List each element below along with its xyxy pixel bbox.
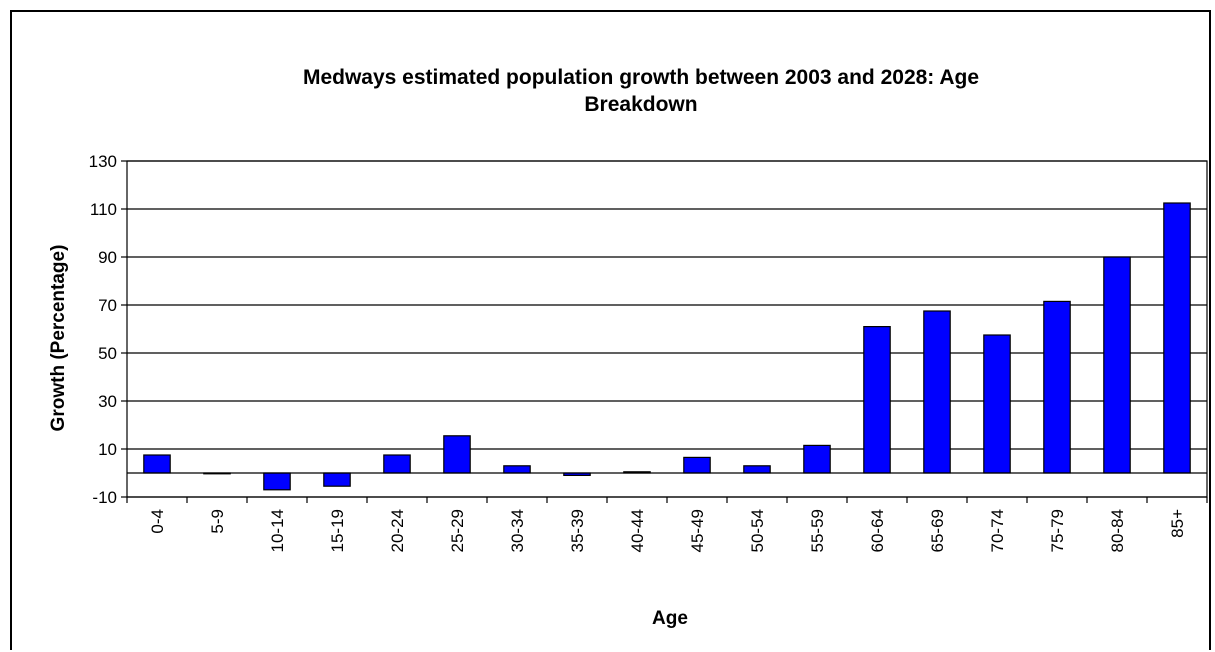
y-tick-labels: -10 10 30 50 70 90 110 130 <box>89 152 117 507</box>
plot-area-border <box>126 160 1208 498</box>
x-tick-label: 55-59 <box>808 509 827 552</box>
x-tick-label: 10-14 <box>268 509 287 552</box>
x-tick-label: 0-4 <box>148 509 167 534</box>
x-tick-labels: 0-4 5-9 10-14 15-19 20-24 25-29 30-34 35-39 40-4… <box>148 509 1187 553</box>
y-tick-label: -10 <box>92 488 117 507</box>
bar-20-24 <box>383 454 411 474</box>
y-tick-label: 130 <box>89 152 117 171</box>
x-tick-label: 30-34 <box>508 509 527 552</box>
y-tick-label: 70 <box>98 296 117 315</box>
chart-title-line-2: Breakdown <box>584 93 697 116</box>
x-tick-label: 25-29 <box>448 509 467 552</box>
bars <box>143 202 1191 491</box>
x-tick-label: 85+ <box>1168 509 1187 538</box>
bar-60-64 <box>863 326 891 474</box>
x-tick-label: 65-69 <box>928 509 947 552</box>
y-tick-label: 110 <box>90 200 117 219</box>
bar-15-19 <box>323 472 351 487</box>
x-tick-label: 75-79 <box>1048 509 1067 552</box>
x-tick-label: 5-9 <box>208 509 227 534</box>
y-tick-label: 10 <box>98 440 117 459</box>
bar-65-69 <box>923 310 951 474</box>
x-tick-label: 50-54 <box>748 509 767 552</box>
axes <box>121 160 1208 503</box>
gridlines <box>127 160 1207 498</box>
bar-10-14 <box>263 472 291 491</box>
chart-svg: Medways estimated population growth betw… <box>48 66 1208 629</box>
bar-30-34 <box>503 465 531 474</box>
x-tick-label: 45-49 <box>688 509 707 552</box>
x-tick-label: 60-64 <box>868 509 887 552</box>
y-tick-label: 50 <box>98 344 117 363</box>
y-tick-label: 30 <box>98 392 117 411</box>
y-axis-title: Growth (Percentage) <box>48 245 69 432</box>
bar-80-84 <box>1103 256 1131 474</box>
x-tick-label: 15-19 <box>328 509 347 552</box>
bar-70-74 <box>983 334 1011 474</box>
chart-title-line-1: Medways estimated population growth betw… <box>303 66 979 89</box>
bar-0-4 <box>143 454 171 474</box>
y-tick-label: 90 <box>98 248 117 267</box>
bar-55-59 <box>803 444 831 474</box>
chart-frame: Medways estimated population growth betw… <box>10 10 1211 650</box>
x-tick-label: 20-24 <box>388 509 407 552</box>
bar-75-79 <box>1043 300 1071 474</box>
bar-85+ <box>1163 202 1191 474</box>
x-tick-label: 80-84 <box>1108 509 1127 552</box>
x-tick-label: 40-44 <box>628 509 647 552</box>
bar-50-54 <box>743 465 771 474</box>
x-tick-label: 35-39 <box>568 509 587 552</box>
bar-25-29 <box>443 435 471 474</box>
x-axis-title: Age <box>652 608 688 629</box>
x-tick-label: 70-74 <box>988 509 1007 552</box>
bar-45-49 <box>683 456 711 474</box>
